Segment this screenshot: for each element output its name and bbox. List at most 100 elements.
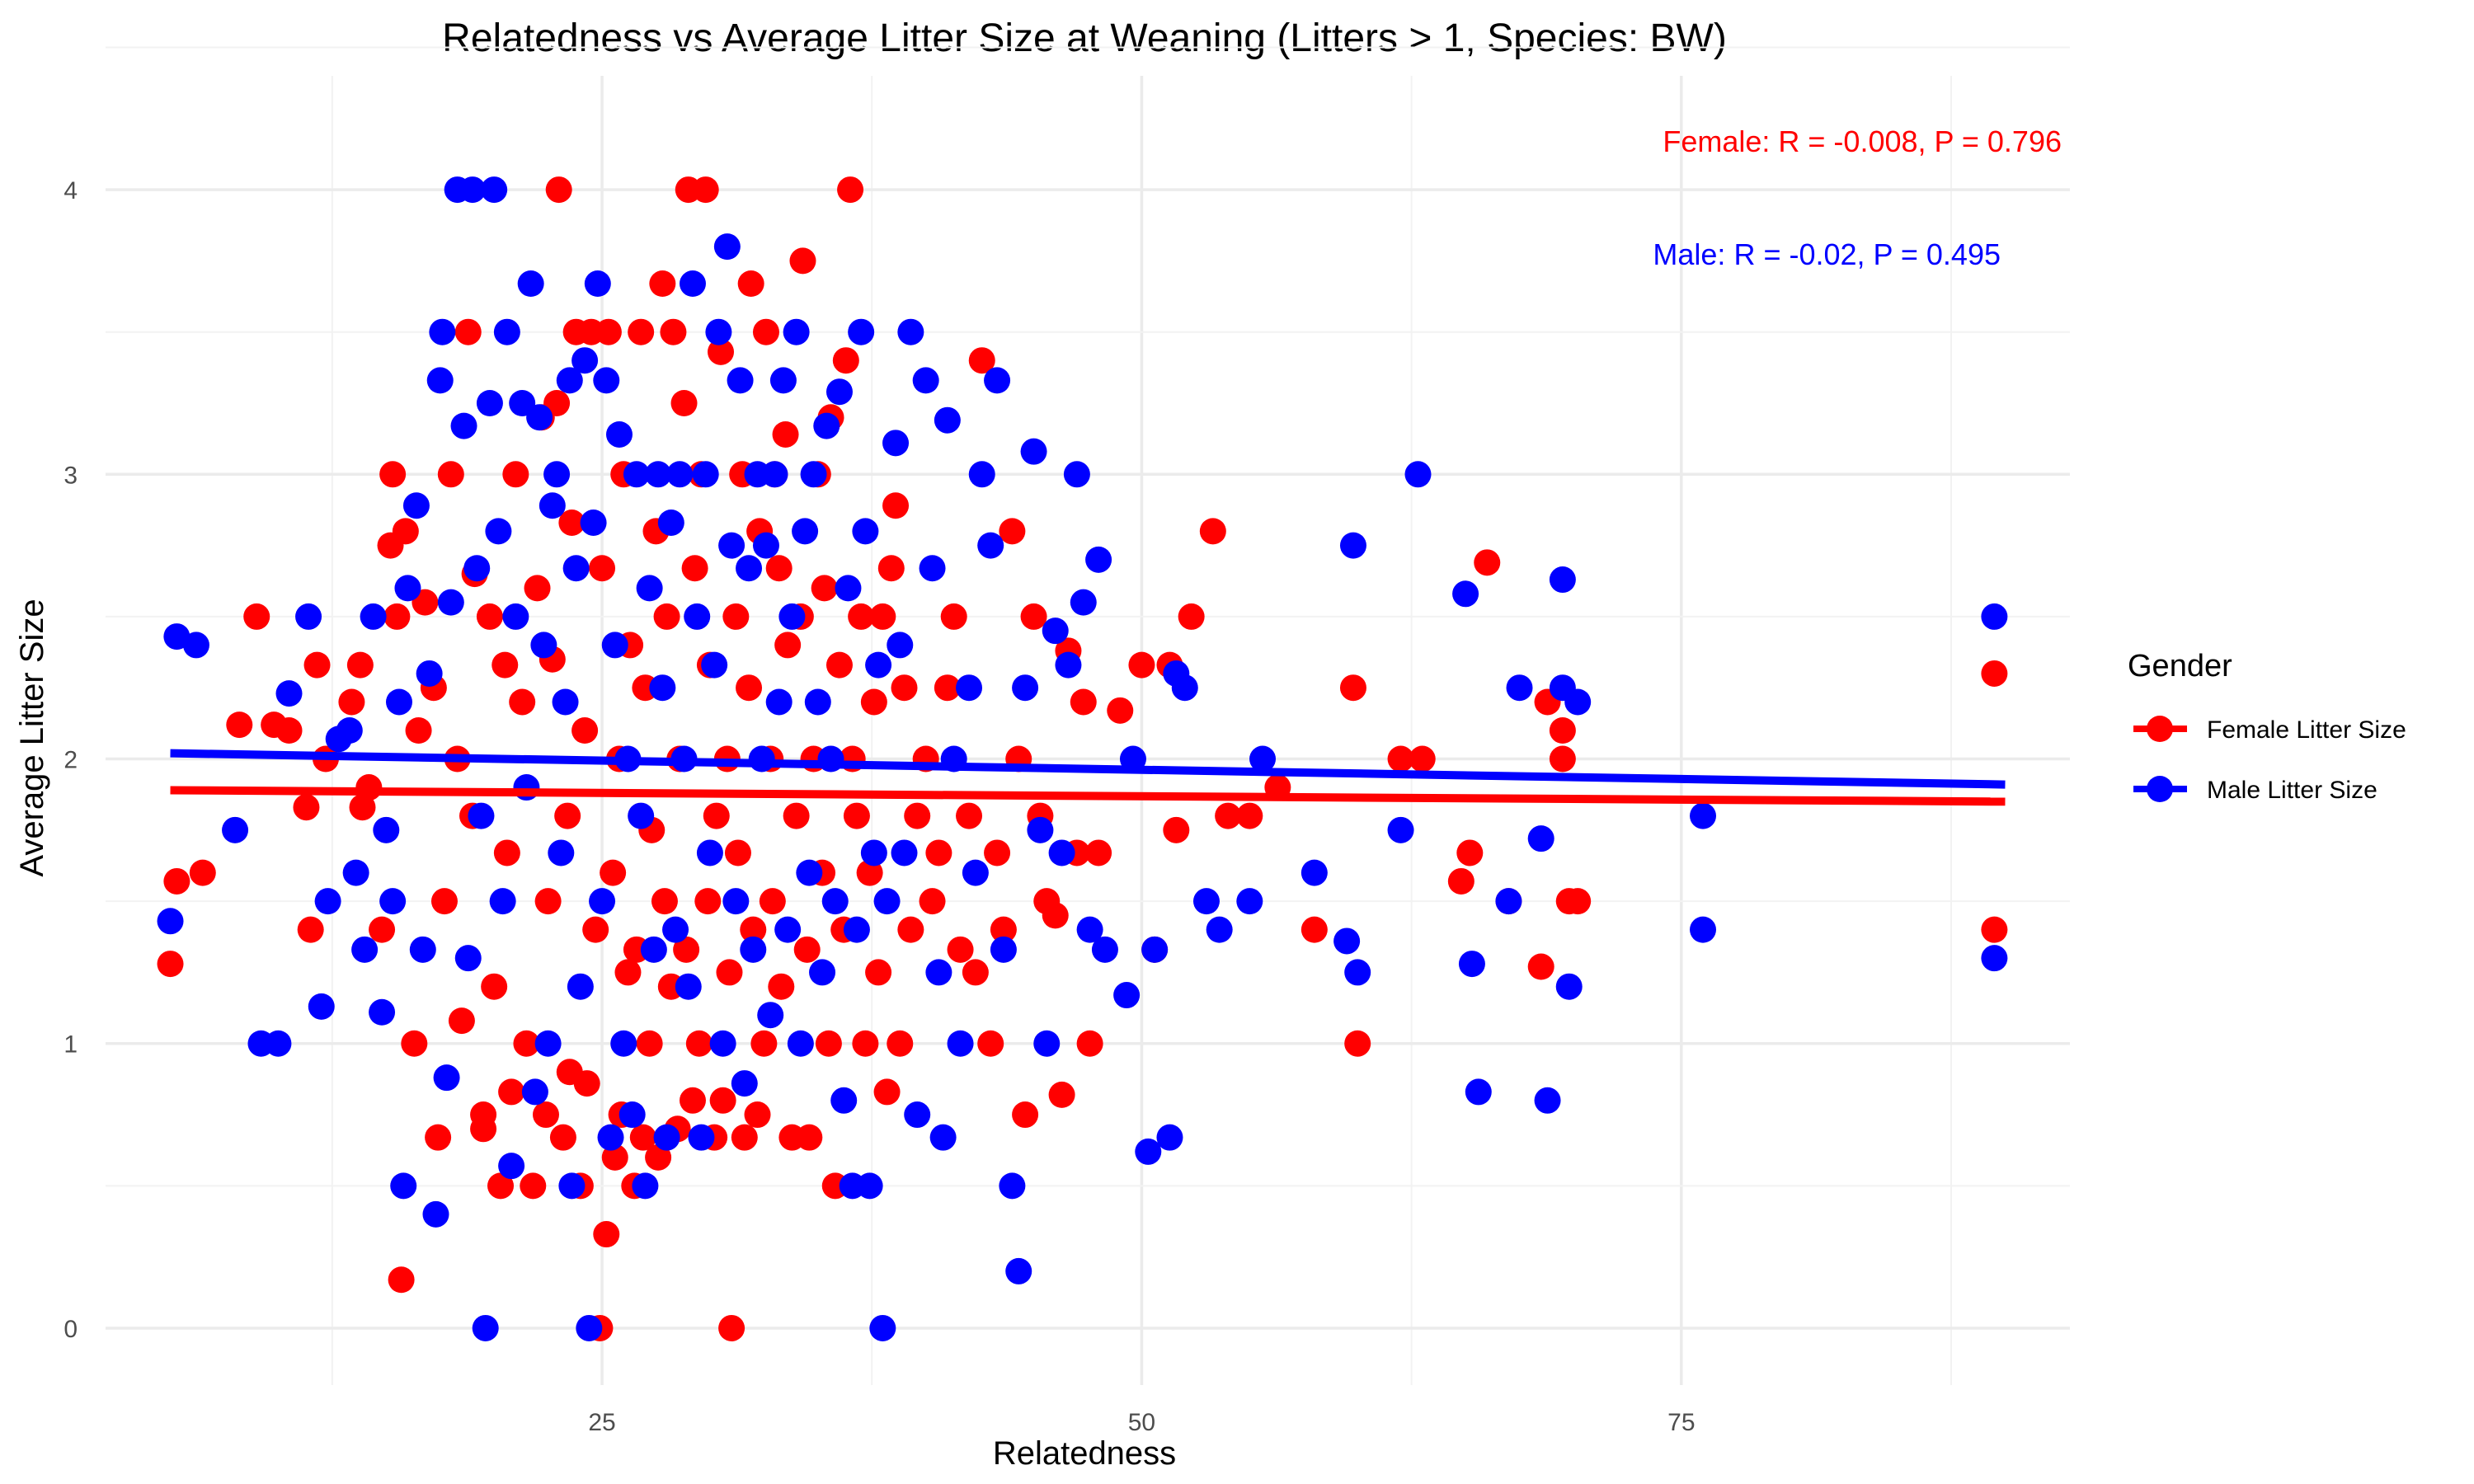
female-point — [990, 916, 1017, 943]
male-point — [804, 688, 831, 716]
male-point — [813, 412, 840, 439]
male-point — [722, 888, 750, 915]
male-point — [727, 367, 754, 394]
female-point — [524, 575, 551, 602]
female-point — [737, 270, 764, 298]
female-point — [346, 651, 374, 679]
male-point — [887, 632, 914, 659]
male-point — [562, 555, 590, 582]
male-point — [821, 888, 849, 915]
male-point — [481, 176, 508, 204]
female-annotation: Female: R = -0.008, P = 0.796 — [1663, 124, 2062, 158]
legend-title: Gender — [2128, 649, 2232, 683]
female-point — [589, 555, 616, 582]
female-point — [1981, 660, 2008, 687]
male-point — [688, 1124, 715, 1151]
female-point — [708, 338, 735, 365]
male-annotation: Male: R = -0.02, P = 0.495 — [1653, 237, 2001, 271]
male-point — [426, 367, 454, 394]
male-point — [454, 945, 482, 972]
male-point — [830, 1087, 858, 1114]
male-point — [919, 555, 946, 582]
male-point — [589, 888, 616, 915]
female-point — [297, 916, 324, 943]
male-point — [369, 998, 396, 1026]
male-point — [548, 839, 575, 866]
male-point — [552, 688, 579, 716]
axis-ticks: 25 50 75 0 1 2 3 4 — [63, 177, 1695, 1436]
female-point — [1042, 902, 1069, 929]
male-point — [947, 1030, 974, 1057]
legend-item-male: Male Litter Size — [2133, 776, 2378, 804]
female-point — [493, 839, 520, 866]
female-point — [670, 390, 698, 416]
female-point — [825, 651, 853, 679]
male-point — [628, 802, 655, 829]
y-tick-label: 3 — [63, 462, 78, 489]
male-point — [1465, 1078, 1492, 1106]
female-point — [852, 1030, 879, 1057]
female-point — [1447, 867, 1475, 895]
male-point — [623, 461, 650, 488]
female-point — [832, 347, 859, 374]
female-point — [837, 176, 864, 204]
female-point — [703, 802, 730, 829]
male-point — [1156, 1124, 1183, 1151]
female-point — [1339, 674, 1366, 702]
y-tick-label: 2 — [63, 747, 78, 774]
male-point — [675, 973, 702, 1000]
male-point — [1076, 916, 1103, 943]
female-point — [1199, 518, 1226, 545]
female-point — [293, 794, 320, 821]
female-point — [448, 1007, 475, 1035]
female-point — [796, 1124, 823, 1151]
female-point — [509, 688, 536, 716]
male-point — [897, 318, 924, 345]
female-point — [744, 1101, 771, 1129]
male-point — [709, 1030, 736, 1057]
female-point — [1070, 688, 1097, 716]
male-point — [1091, 936, 1118, 963]
male-point — [1192, 888, 1220, 915]
female-point — [571, 717, 599, 744]
male-point — [597, 1124, 624, 1151]
female-point — [534, 888, 562, 915]
male-point — [713, 233, 741, 261]
male-point — [792, 518, 819, 545]
male-point — [662, 916, 689, 943]
male-point — [526, 404, 553, 431]
female-point — [897, 916, 924, 943]
female-point — [600, 859, 627, 886]
male-point — [701, 651, 728, 679]
female-point — [1456, 839, 1484, 866]
female-point — [636, 1030, 663, 1057]
female-point — [502, 461, 529, 488]
male-point — [736, 555, 763, 582]
y-tick-label: 1 — [63, 1031, 78, 1059]
female-point — [157, 951, 184, 978]
female-point — [629, 1124, 656, 1151]
female-point — [934, 674, 961, 702]
male-point — [1012, 674, 1039, 702]
male-point — [182, 632, 209, 659]
female-point — [731, 1124, 758, 1151]
male-point — [493, 318, 520, 345]
male-point — [530, 632, 557, 659]
female-point — [887, 1030, 914, 1057]
legend-label-male: Male Litter Size — [2207, 777, 2378, 804]
female-point — [765, 555, 793, 582]
female-point — [718, 1314, 745, 1341]
legend: Gender Female Litter Size Male Litter Si… — [2128, 649, 2406, 804]
male-point — [787, 1030, 814, 1057]
male-point — [498, 1153, 525, 1180]
male-point — [1564, 688, 1592, 716]
male-point — [275, 680, 303, 707]
female-point — [1012, 1101, 1039, 1129]
male-point — [1135, 1138, 1162, 1165]
male-point — [731, 1070, 758, 1097]
female-point — [558, 509, 586, 536]
male-point — [1027, 816, 1054, 843]
female-point — [882, 492, 910, 519]
male-point — [1005, 1257, 1032, 1284]
female-point — [774, 632, 802, 659]
